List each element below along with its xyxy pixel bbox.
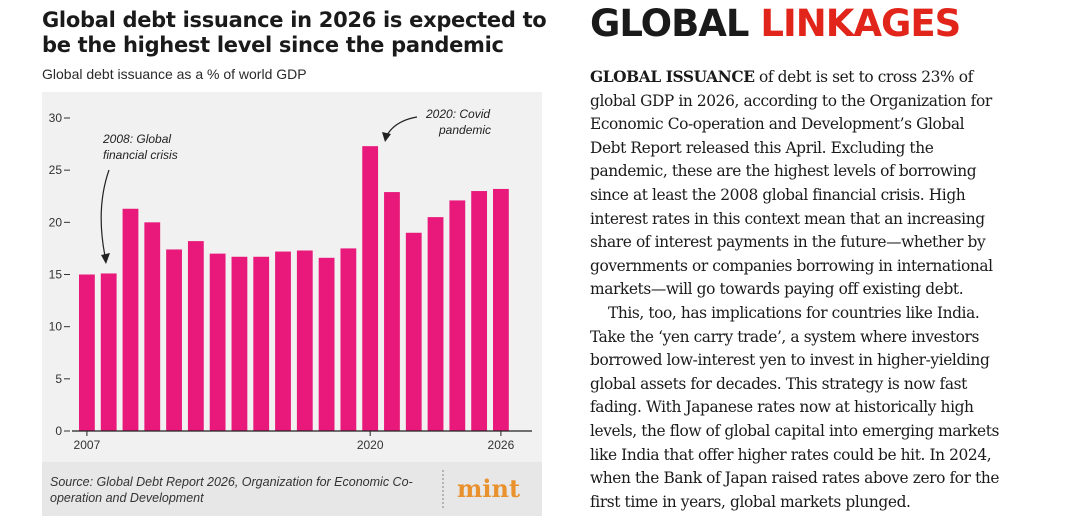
source-box: Source: Global Debt Report 2026, Organiz…	[42, 462, 542, 516]
bar	[340, 248, 357, 431]
y-tick-label: 30	[49, 111, 63, 125]
plot-area: 0 5 10 15 20 25 30 2007 2020 2026 2008: Global fina…	[42, 92, 542, 462]
bar	[100, 273, 117, 431]
x-tick-label: 2020	[357, 438, 384, 452]
article-line: first time in years, global markets plun…	[590, 492, 911, 511]
article-line: share of interest payments in the future…	[590, 233, 986, 252]
annotation-arrowhead	[382, 132, 391, 142]
bar	[166, 249, 182, 431]
chart-title-line: Global debt issuance in 2026 is expected…	[42, 8, 547, 32]
article-line-text: of debt is set to cross 23% of	[754, 68, 973, 86]
bar	[449, 200, 466, 431]
y-tick-label: 25	[49, 163, 63, 177]
article-lead: GLOBAL ISSUANCE	[590, 68, 755, 86]
annotation-label: pandemic	[438, 123, 491, 137]
article-line: borrowed low-interest yen to invest in h…	[590, 351, 990, 370]
chart-panel: Global debt issuance in 2026 is expected…	[42, 0, 547, 523]
y-tick-label: 0	[55, 424, 62, 438]
y-tick-label: 5	[55, 372, 62, 386]
heading-word-linkages: LINKAGES	[760, 2, 961, 45]
article-line: like India that offer higher rates could…	[590, 445, 992, 464]
article-line: GLOBAL ISSUANCE of debt is set to cross …	[590, 66, 1066, 90]
article-panel: GLOBAL LINKAGES GLOBAL ISSUANCE of debt …	[590, 0, 1066, 523]
heading-word-global: GLOBAL	[590, 2, 749, 45]
article-line: Debt Report released this April. Excludi…	[590, 138, 934, 157]
article-line: Economic Co-operation and Development’s …	[590, 115, 965, 134]
article-line: since at least the 2008 global financial…	[590, 185, 966, 204]
chart-title: Global debt issuance in 2026 is expected…	[42, 8, 547, 58]
chart-subtitle: Global debt issuance as a % of world GDP	[42, 66, 307, 82]
article-line: fading. With Japanese rates now at histo…	[590, 398, 974, 417]
article-line: pandemic, these are the highest levels o…	[590, 162, 977, 181]
bar	[296, 250, 313, 431]
y-tick-label: 15	[49, 268, 63, 282]
bar	[471, 191, 488, 431]
divider	[442, 470, 444, 508]
article-line: Take the ‘yen carry trade’, a system whe…	[590, 327, 979, 346]
bar	[427, 217, 444, 431]
article-line: levels, the flow of global capital into …	[590, 421, 999, 440]
article-line: This, too, has implications for countrie…	[608, 303, 980, 322]
bar	[187, 241, 204, 431]
bar	[405, 232, 422, 431]
bar	[79, 274, 95, 431]
article-body: GLOBAL ISSUANCE of debt is set to cross …	[590, 66, 1066, 514]
y-tick-label: 10	[49, 320, 63, 334]
source-note: Source: Global Debt Report 2026, Organiz…	[50, 475, 413, 505]
chart-title-line: be the highest level since the pandemic	[42, 33, 504, 57]
mint-logo: mint	[457, 474, 521, 503]
bar	[231, 256, 248, 431]
annotation-label: 2008: Global	[102, 132, 171, 146]
article-line: governments or companies borrowing in in…	[590, 256, 993, 275]
bar	[122, 208, 139, 431]
annotation-arrowhead	[101, 253, 110, 264]
bar	[493, 188, 509, 431]
article-line: when the Bank of Japan raised rates abov…	[590, 469, 1000, 488]
article-line: markets—will go towards paying off exist…	[590, 280, 964, 299]
bar	[275, 251, 291, 431]
article-line: interest rates in this context mean that…	[590, 209, 985, 228]
y-tick-label: 20	[49, 215, 63, 229]
article-line: global GDP in 2026, according to the Org…	[590, 91, 992, 110]
bar	[318, 257, 335, 431]
bar	[253, 256, 270, 431]
bar	[362, 146, 379, 432]
x-tick-label: 2026	[488, 438, 515, 452]
annotation-arrow	[100, 169, 110, 262]
annotation-label: financial crisis	[103, 148, 178, 162]
x-tick-label: 2007	[74, 438, 101, 452]
bar	[209, 253, 226, 431]
article-line: global assets for decades. This strategy…	[590, 374, 967, 393]
bar-chart: 0 5 10 15 20 25 30 2007 2020 2026 2008: Global fina…	[49, 107, 532, 452]
bar	[384, 192, 400, 431]
bar	[144, 222, 161, 431]
annotation-label: 2020: Covid	[425, 107, 490, 121]
section-heading: GLOBAL LINKAGES	[590, 2, 961, 46]
